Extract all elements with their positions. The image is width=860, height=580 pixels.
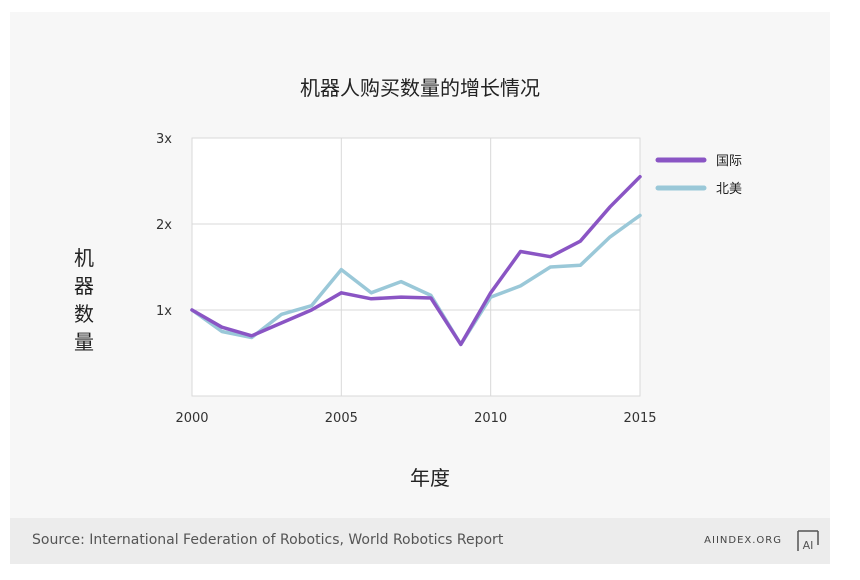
- y-tick-label: 2x: [156, 218, 172, 233]
- source-text: Source: International Federation of Robo…: [32, 532, 503, 548]
- legend-label-2: 北美: [716, 182, 742, 197]
- x-tick-label: 2000: [175, 411, 208, 426]
- aiindex-logo-icon: AI: [796, 529, 820, 553]
- y-tick-label: 1x: [156, 304, 172, 319]
- x-tick-label: 2010: [474, 411, 507, 426]
- x-tick-label: 2005: [325, 411, 358, 426]
- y-tick-label: 3x: [156, 132, 172, 147]
- brand-text: AIINDEX.ORG: [704, 535, 782, 546]
- x-tick-label: 2015: [623, 411, 656, 426]
- legend-label-1: 国际: [716, 154, 742, 169]
- svg-text:AI: AI: [803, 539, 814, 552]
- footer: Source: International Federation of Robo…: [10, 518, 830, 564]
